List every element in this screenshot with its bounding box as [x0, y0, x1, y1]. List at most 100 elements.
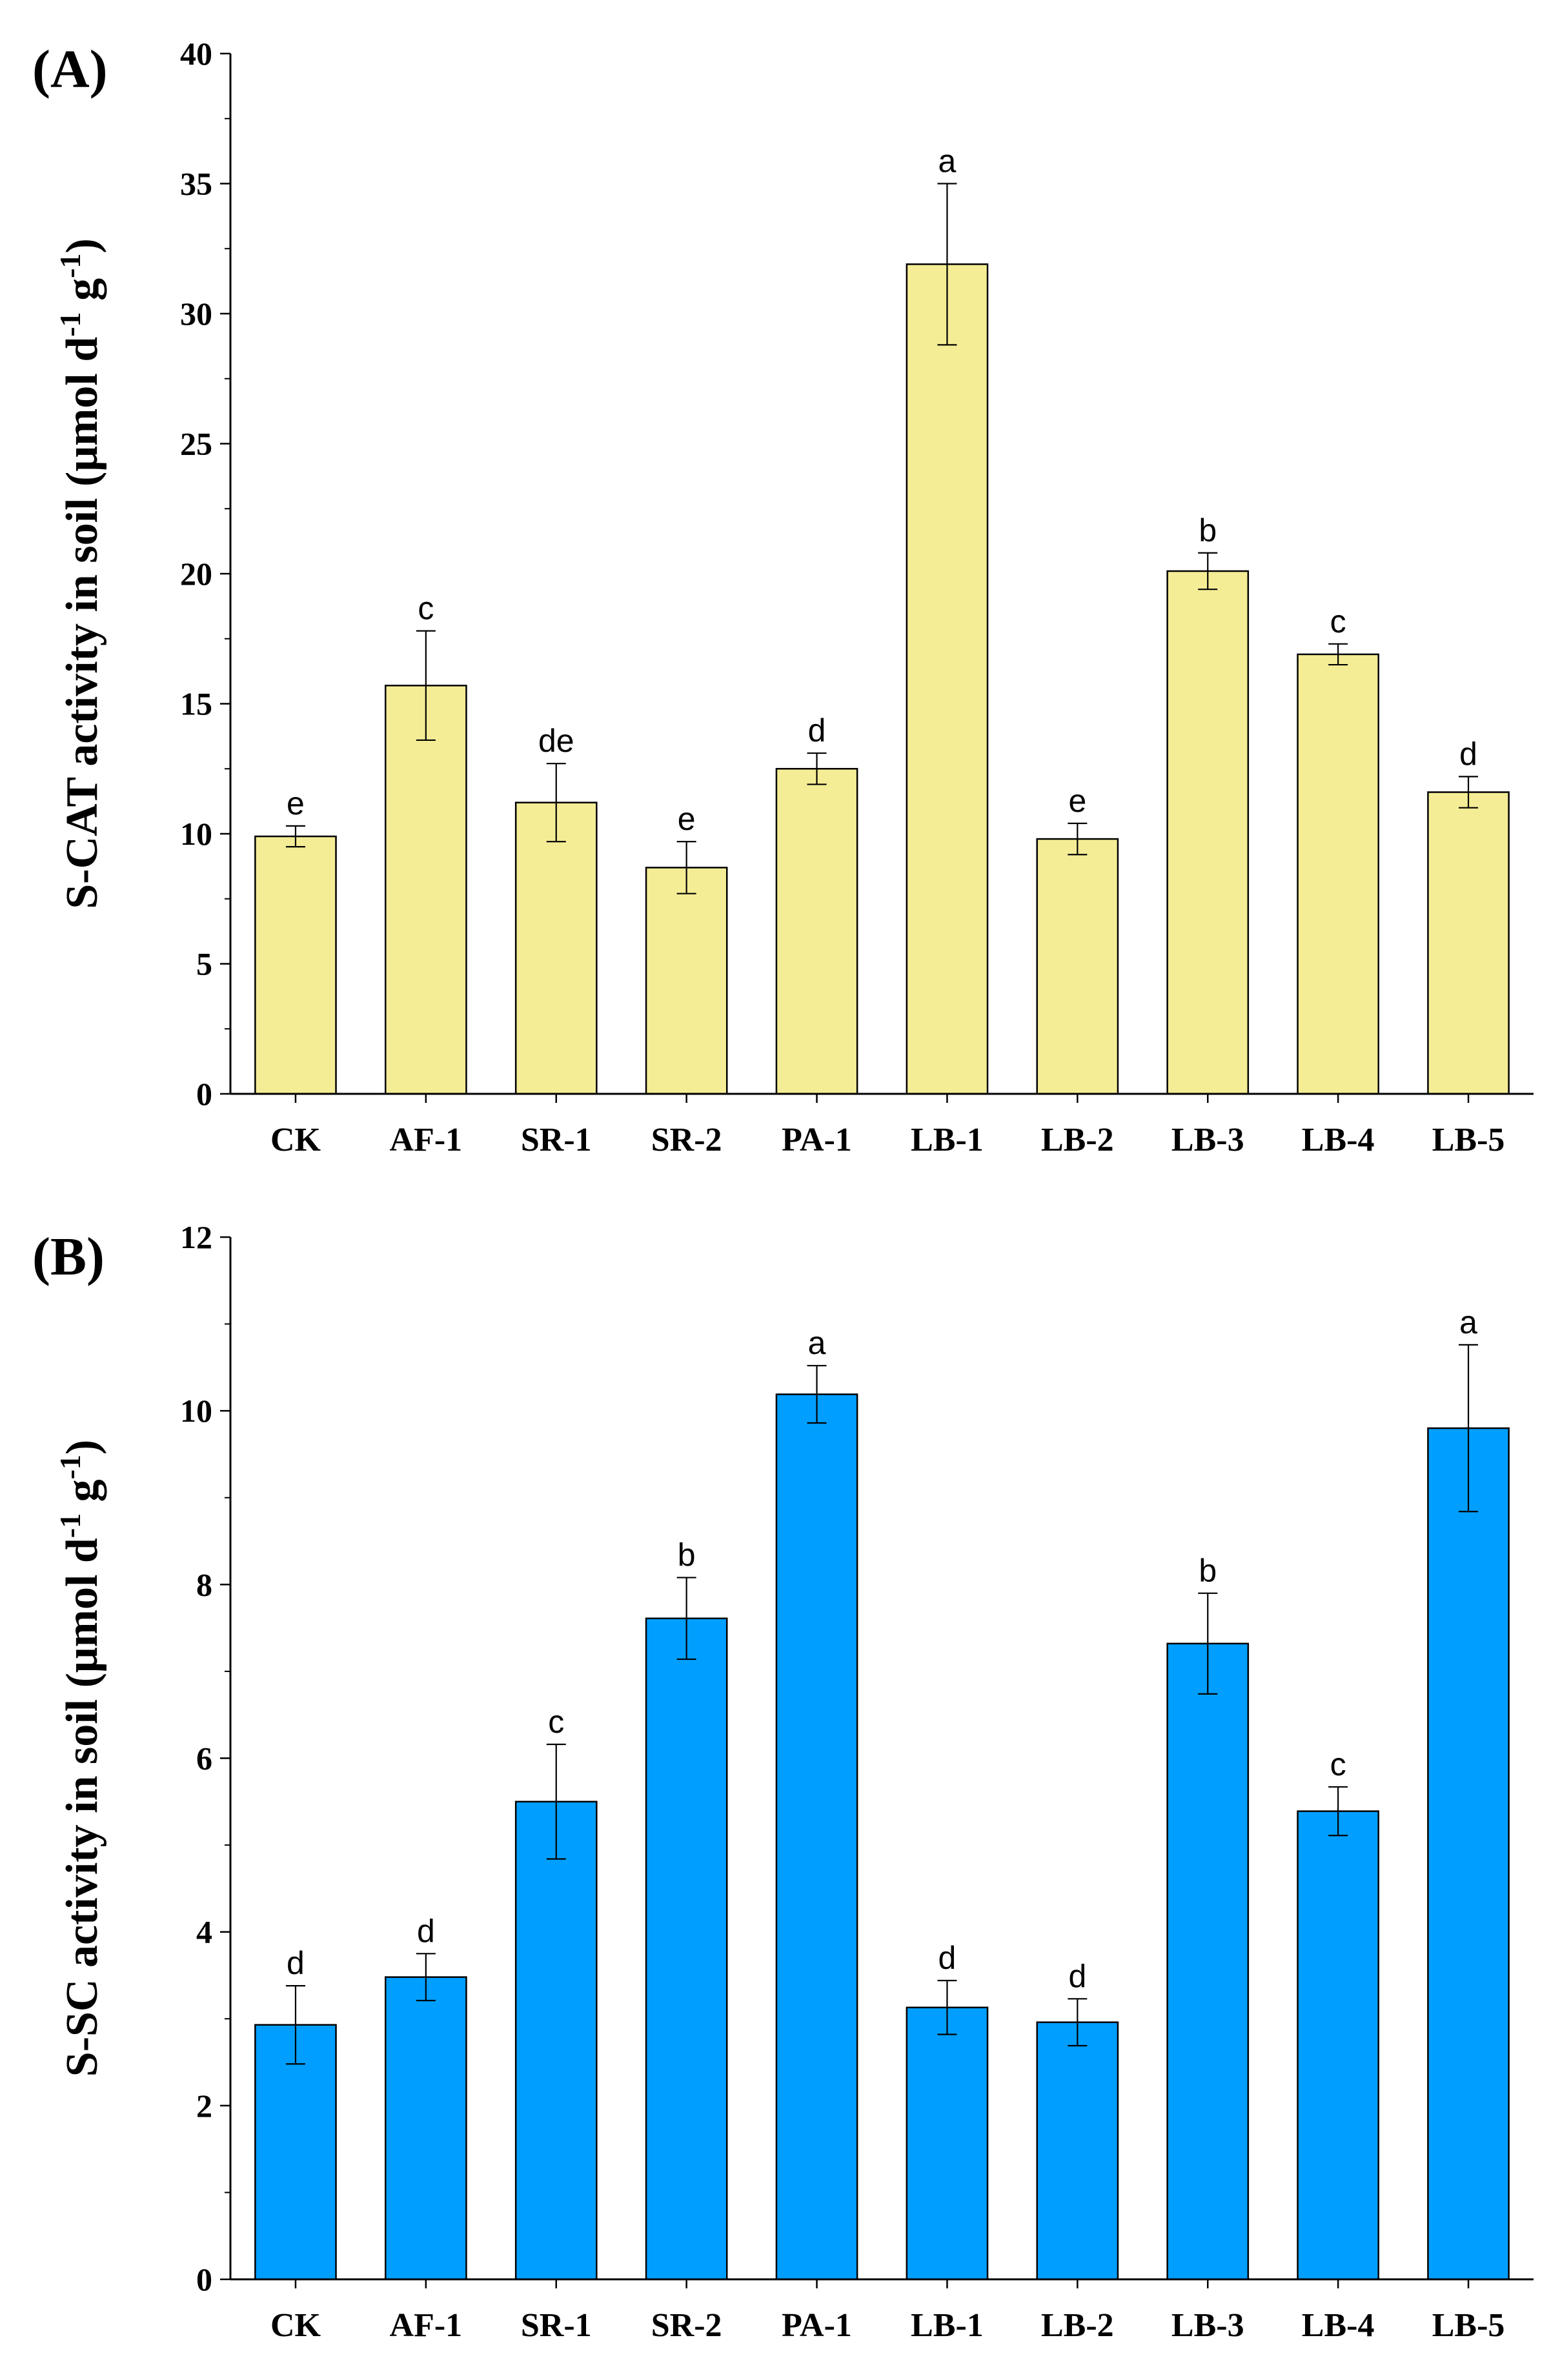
error-bar-sr-1 — [546, 763, 566, 843]
error-bar-lb-5 — [1459, 1344, 1479, 1513]
bar-sr-1 — [514, 802, 598, 1095]
significance-label: d — [938, 1940, 957, 1976]
x-tick-label: LB-5 — [1432, 2307, 1505, 2344]
bar-lb-2 — [1036, 838, 1119, 1095]
y-axis-label: S-CAT activity in soil (μmol d-1 g-1) — [54, 238, 107, 909]
panel-label: (A) — [32, 39, 108, 99]
y-tick-label: 12 — [180, 1219, 212, 1255]
significance-label: d — [1068, 1958, 1086, 1994]
significance-label: b — [678, 1537, 696, 1573]
x-tick-label: LB-3 — [1171, 2307, 1244, 2344]
bar-sr-1 — [514, 1800, 598, 2281]
x-tick-label: LB-1 — [911, 1122, 984, 1158]
significance-label: b — [1199, 512, 1217, 549]
x-tick-label: LB-2 — [1041, 1122, 1114, 1158]
x-tick-label: SR-2 — [651, 2307, 722, 2344]
bar-lb-5 — [1427, 791, 1510, 1095]
chart-panel-a: (A) S-CAT activity in soil (μmol d-1 g-1)… — [32, 35, 1534, 1158]
error-bar-ck — [285, 825, 305, 848]
significance-label: a — [938, 143, 957, 179]
error-bar-lb-3 — [1198, 1592, 1218, 1695]
significance-label: d — [417, 1913, 435, 1949]
x-tick-label: PA-1 — [782, 1122, 852, 1158]
x-tick-label: LB-5 — [1432, 1122, 1505, 1158]
error-bar-lb-1 — [937, 1979, 957, 2035]
y-tick-label: 0 — [196, 1076, 212, 1112]
x-tick-label: LB-4 — [1302, 2307, 1375, 2344]
x-tick-label: LB-1 — [911, 2307, 984, 2344]
y-axis-label: S-SC activity in soil (μmol d-1 g-1) — [54, 1440, 107, 2077]
x-tick-label: LB-2 — [1041, 2307, 1114, 2344]
y-tick-label: 15 — [180, 686, 212, 722]
x-tick-label: SR-1 — [521, 1122, 592, 1158]
y-tick-label: 25 — [180, 426, 212, 462]
significance-label: b — [1199, 1553, 1217, 1589]
bar-lb-2 — [1036, 2021, 1119, 2281]
bar-pa-1 — [775, 1393, 858, 2281]
chart-panel-b: (B) S-SC activity in soil (μmol d-1 g-1) d… — [32, 1219, 1534, 2344]
x-tick-label: PA-1 — [782, 2307, 852, 2344]
x-tick-label: SR-2 — [651, 1122, 722, 1158]
y-tick-label: 6 — [196, 1740, 212, 1777]
y-tick-label: 4 — [196, 1914, 212, 1950]
bar-lb-3 — [1166, 1642, 1250, 2281]
x-tick-label: LB-3 — [1171, 1122, 1244, 1158]
panel-label: (B) — [32, 1227, 105, 1287]
error-bar-sr-2 — [676, 840, 696, 894]
significance-label: e — [1068, 783, 1086, 819]
bar-lb-1 — [906, 263, 989, 1095]
error-bar-lb-2 — [1068, 1998, 1088, 2047]
y-tick-label: 10 — [180, 816, 212, 852]
significance-label: a — [808, 1325, 826, 1361]
x-tick-label: LB-4 — [1302, 1122, 1375, 1158]
y-tick-label: 35 — [180, 166, 212, 202]
significance-label: d — [808, 712, 826, 749]
y-tick-label: 10 — [180, 1393, 212, 1429]
y-tick-label: 20 — [180, 556, 212, 592]
significance-label: a — [1459, 1304, 1477, 1340]
bar-lb-3 — [1166, 570, 1250, 1095]
bar-lb-5 — [1427, 1427, 1510, 2281]
y-tick-label: 2 — [196, 2088, 212, 2124]
error-bar-pa-1 — [807, 752, 827, 785]
error-bar-lb-3 — [1198, 552, 1218, 590]
y-tick-label: 40 — [180, 35, 212, 72]
y-tick-label: 5 — [196, 946, 212, 982]
bar-ck — [254, 835, 337, 1095]
error-bar-ck — [285, 1985, 305, 2065]
error-bar-sr-1 — [546, 1743, 566, 1860]
significance-label: c — [418, 590, 434, 627]
y-tick-label: 0 — [196, 2261, 212, 2297]
bar-lb-4 — [1297, 653, 1379, 1095]
bar-sr-2 — [645, 867, 728, 1095]
error-bar-af-1 — [416, 630, 436, 741]
significance-label: c — [1330, 1746, 1346, 1782]
bar-lb-1 — [906, 2006, 989, 2281]
bar-ck — [254, 2024, 337, 2281]
error-bar-lb-5 — [1459, 776, 1479, 809]
error-bar-lb-4 — [1328, 643, 1348, 666]
y-tick-label: 30 — [180, 296, 212, 332]
error-bar-lb-1 — [937, 183, 957, 346]
significance-label: e — [678, 801, 696, 837]
x-tick-label: SR-1 — [521, 2307, 592, 2344]
x-tick-label: CK — [270, 1122, 321, 1158]
x-tick-label: AF-1 — [390, 2307, 463, 2344]
error-bar-af-1 — [416, 1953, 436, 2002]
error-bar-sr-2 — [676, 1577, 696, 1660]
bar-af-1 — [385, 685, 467, 1095]
significance-label: c — [1330, 603, 1346, 640]
bar-af-1 — [385, 1976, 467, 2281]
bar-lb-4 — [1297, 1810, 1379, 2281]
bar-sr-2 — [645, 1617, 728, 2281]
significance-label: d — [1459, 736, 1477, 772]
y-tick-label: 8 — [196, 1566, 212, 1602]
x-tick-label: AF-1 — [390, 1122, 463, 1158]
error-bar-pa-1 — [807, 1365, 827, 1424]
significance-label: d — [287, 1945, 305, 1981]
error-bar-lb-4 — [1328, 1786, 1348, 1837]
significance-label: de — [538, 723, 574, 759]
bar-pa-1 — [775, 768, 858, 1095]
significance-label: e — [287, 785, 305, 822]
